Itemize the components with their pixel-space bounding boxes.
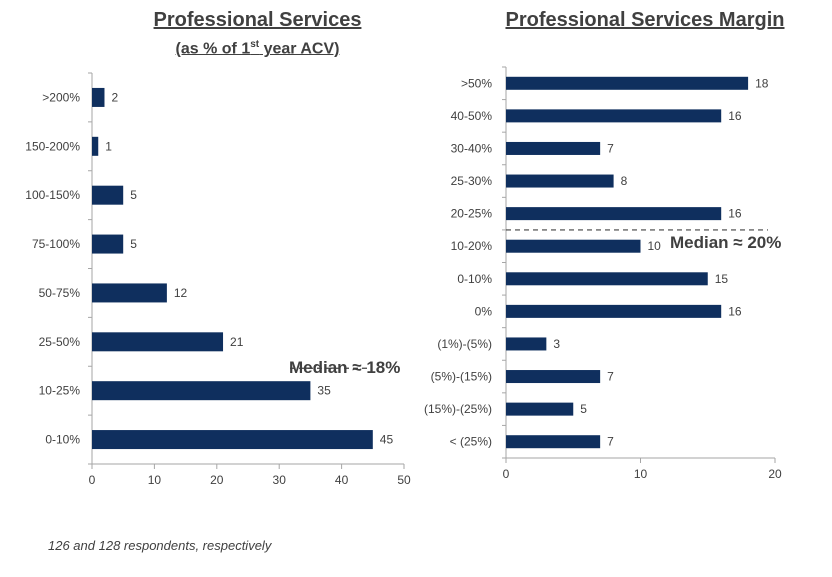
left-chart-subtitle: (as % of 1st year ACV) [100, 35, 415, 59]
data-label: 16 [728, 109, 742, 123]
left-subtitle-sup: st [250, 39, 260, 50]
bar [506, 435, 601, 449]
median-label: Median ≈ 20% [670, 233, 781, 252]
category-label: >200% [42, 90, 80, 104]
bar [92, 136, 99, 156]
data-label: 16 [728, 207, 742, 221]
x-tick-label: 40 [335, 473, 349, 487]
bar [92, 430, 373, 450]
footnote: 126 and 128 respondents, respectively [48, 538, 272, 553]
x-tick-label: 50 [397, 473, 411, 487]
data-label: 3 [553, 337, 560, 351]
data-label: 1 [105, 139, 112, 153]
x-tick-label: 20 [768, 467, 782, 481]
category-label: 25-30% [451, 174, 493, 188]
data-label: 8 [621, 174, 628, 188]
data-label: 7 [607, 435, 614, 449]
bar [92, 87, 105, 107]
right-chart-title: Professional Services Margin [505, 9, 785, 31]
x-tick-label: 10 [634, 467, 648, 481]
category-label: 150-200% [25, 139, 80, 153]
bar [506, 239, 641, 253]
left-subtitle-post: year ACV) [259, 40, 340, 58]
bar [506, 207, 722, 221]
bar [506, 109, 722, 123]
bar [506, 272, 708, 286]
x-tick-label: 30 [273, 473, 287, 487]
data-label: 45 [380, 433, 394, 447]
data-label: 10 [648, 239, 662, 253]
category-label: 0% [475, 304, 493, 318]
bar [506, 174, 614, 188]
x-tick-label: 10 [148, 473, 162, 487]
data-label: 21 [230, 335, 244, 349]
category-label: 40-50% [451, 109, 493, 123]
category-label: 50-75% [39, 286, 81, 300]
category-label: 30-40% [451, 141, 493, 155]
x-tick-label: 0 [89, 473, 96, 487]
category-label: 0-10% [45, 433, 80, 447]
bar [506, 141, 601, 155]
category-label: (5%)-(15%) [431, 370, 492, 384]
data-label: 7 [607, 141, 614, 155]
data-label: 5 [580, 402, 587, 416]
bar [506, 76, 749, 90]
data-label: 5 [130, 237, 137, 251]
data-label: 16 [728, 304, 742, 318]
bar [92, 381, 311, 401]
data-label: 18 [755, 76, 769, 90]
bar [92, 332, 224, 352]
x-tick-label: 20 [210, 473, 224, 487]
bar [506, 304, 722, 318]
bar [506, 370, 601, 384]
data-label: 2 [111, 90, 118, 104]
category-label: (15%)-(25%) [424, 402, 492, 416]
bar [92, 283, 167, 303]
data-label: 15 [715, 272, 729, 286]
category-label: (1%)-(5%) [437, 337, 492, 351]
category-label: 100-150% [25, 188, 80, 202]
category-label: 75-100% [32, 237, 80, 251]
bar [92, 234, 124, 254]
bar [506, 337, 547, 351]
data-label: 12 [174, 286, 188, 300]
category-label: >50% [461, 76, 492, 90]
bar [506, 402, 574, 416]
category-label: 10-25% [39, 384, 81, 398]
category-label: 10-20% [451, 239, 493, 253]
data-label: 35 [317, 384, 331, 398]
bar [92, 185, 124, 205]
category-label: < (25%) [450, 435, 492, 449]
category-label: 20-25% [451, 207, 493, 221]
data-label: 7 [607, 370, 614, 384]
x-tick-label: 0 [503, 467, 510, 481]
left-chart-title: Professional Services [153, 9, 362, 31]
category-label: 0-10% [457, 272, 492, 286]
left-subtitle-pre: (as % of 1 [175, 40, 251, 58]
category-label: 25-50% [39, 335, 81, 349]
median-label: Median ≈ 18% [289, 358, 400, 377]
data-label: 5 [130, 188, 137, 202]
